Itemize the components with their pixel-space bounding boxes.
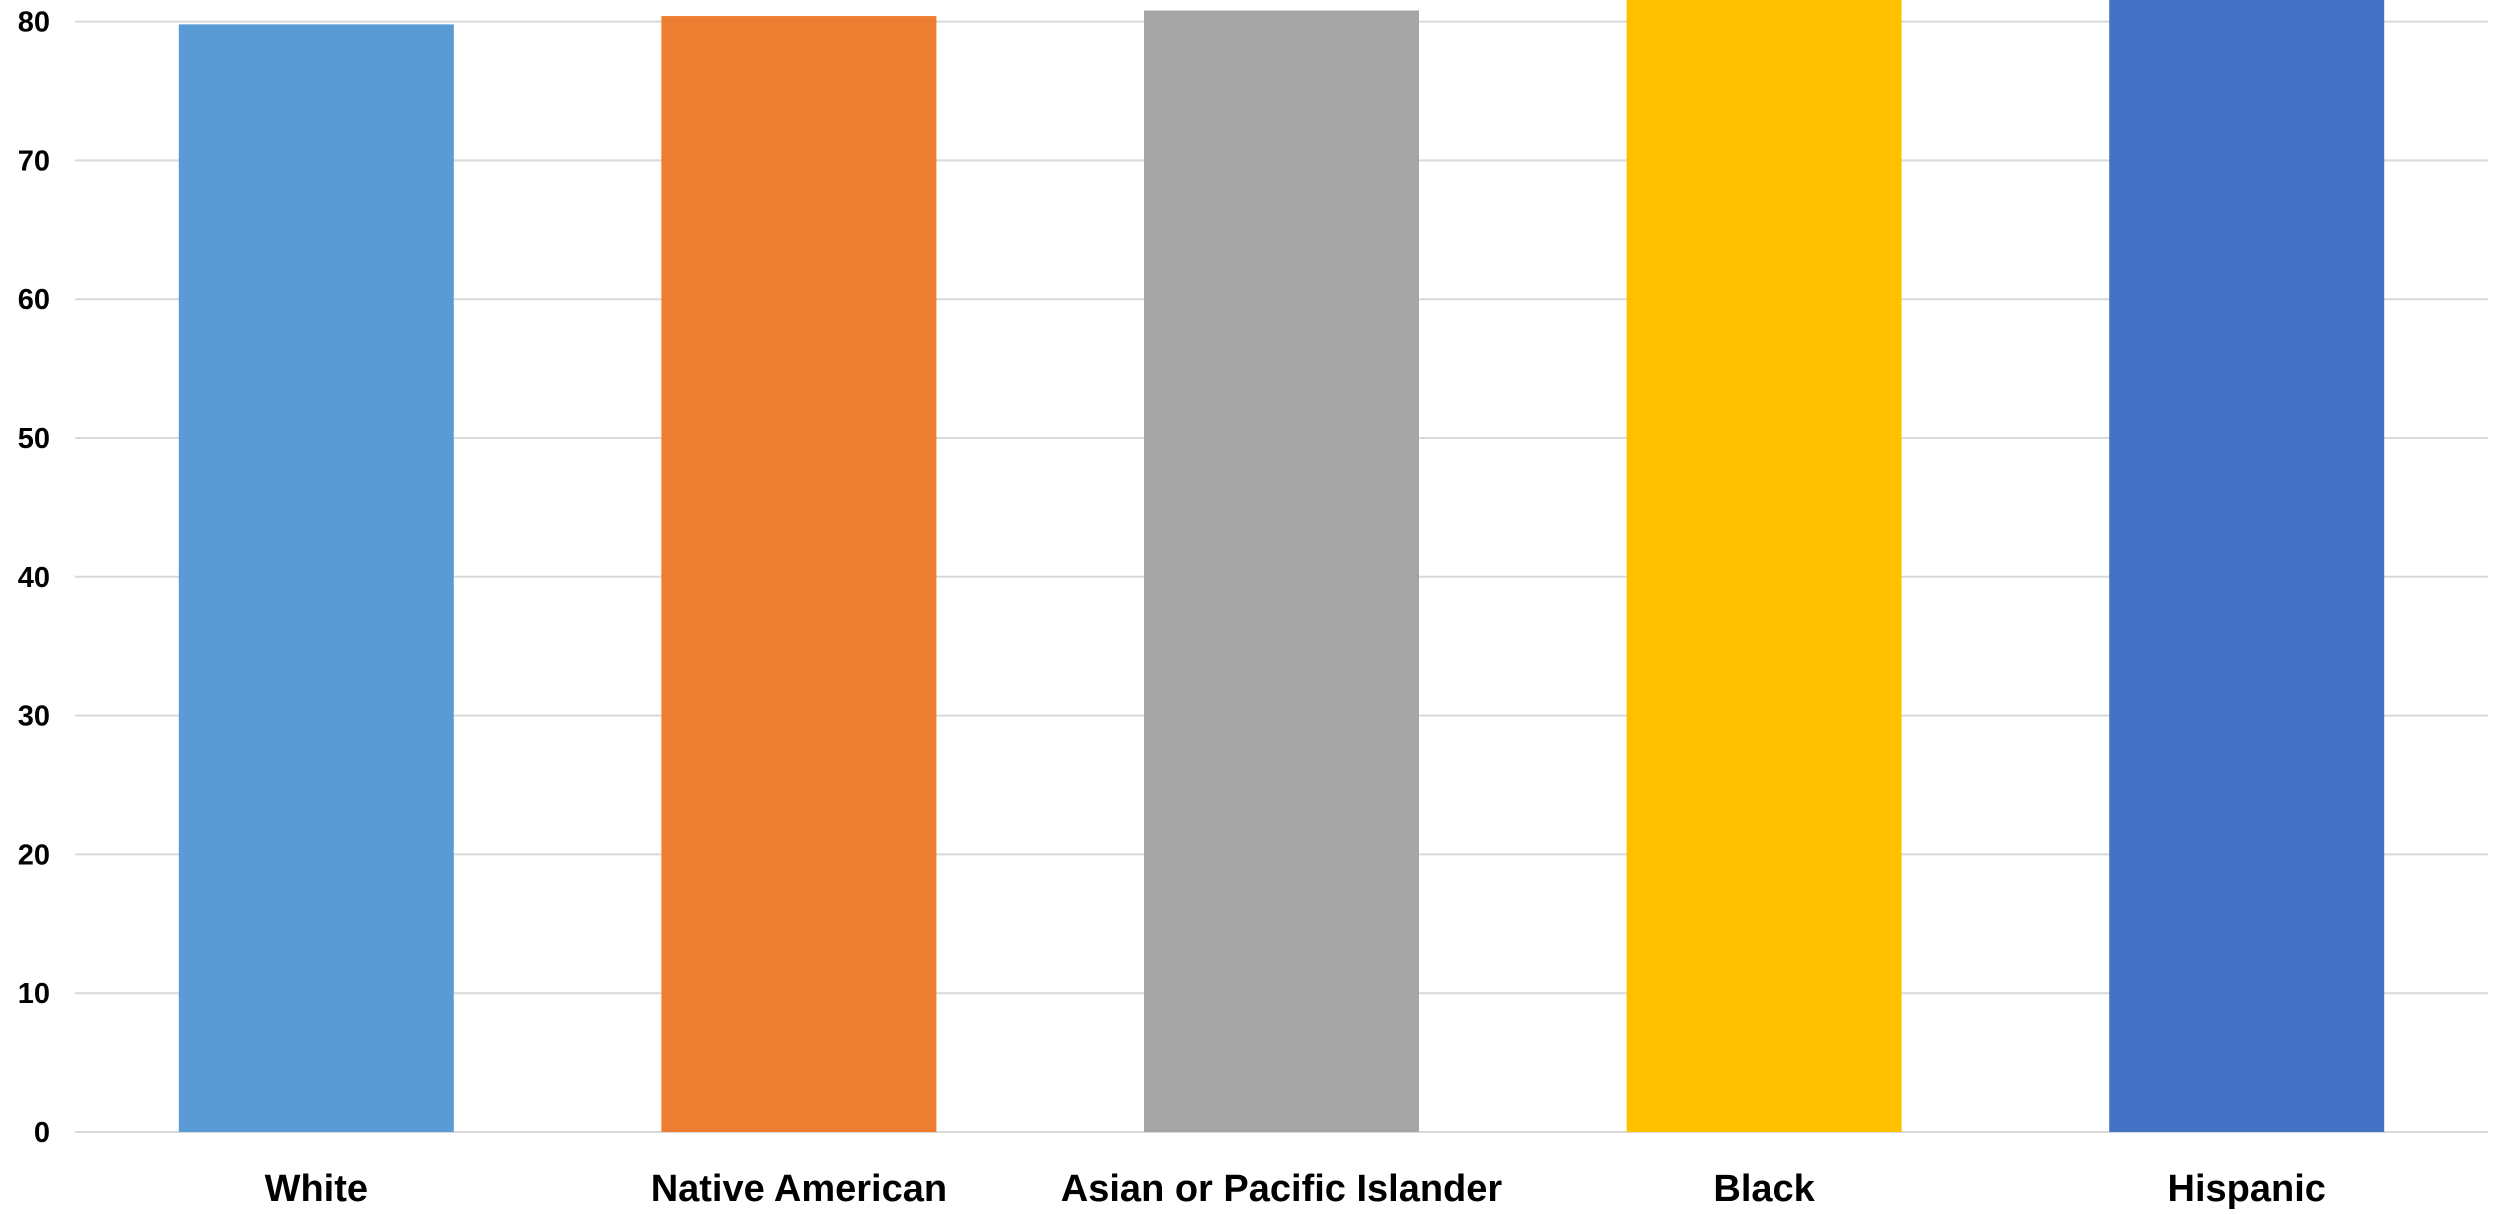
- x-tick-label: White: [265, 1168, 368, 1209]
- x-tick-label: Black: [1713, 1168, 1815, 1209]
- y-tick-label: 10: [18, 978, 50, 1010]
- y-tick-label: 20: [18, 839, 50, 871]
- x-tick-label: Native American: [651, 1168, 947, 1209]
- x-tick-label: Hispanic: [2168, 1168, 2326, 1209]
- bar-hispanic: [2109, 0, 2385, 1132]
- bar-asian-or-pacific-islander: [1144, 10, 1419, 1133]
- y-tick-label: 60: [18, 284, 50, 316]
- axes: 0 10 20 30 40 50 60 70 80 White Native American Asi…: [18, 7, 2326, 1210]
- x-tick-label: Asian or Pacific Islander: [1061, 1168, 1503, 1209]
- y-tick-label: 30: [18, 701, 50, 733]
- y-tick-label: 40: [18, 562, 50, 594]
- bar-black: [1626, 0, 1902, 1132]
- bars: [178, 0, 2385, 1133]
- bar-white: [178, 24, 454, 1133]
- y-tick-label: 0: [34, 1117, 50, 1149]
- bar-native-american: [661, 16, 937, 1133]
- y-tick-label: 80: [18, 7, 50, 39]
- y-tick-label: 70: [18, 145, 50, 177]
- y-tick-label: 50: [18, 423, 50, 455]
